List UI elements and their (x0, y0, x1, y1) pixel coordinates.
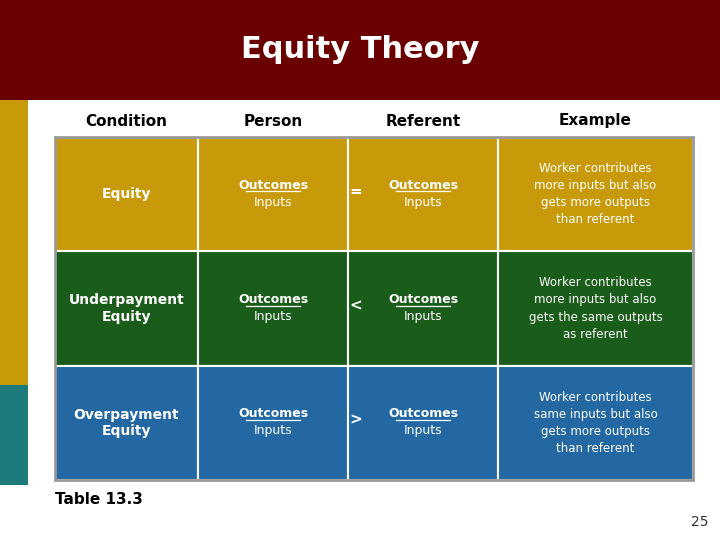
FancyBboxPatch shape (348, 137, 498, 251)
Text: Inputs: Inputs (253, 195, 292, 208)
Text: Inputs: Inputs (404, 424, 442, 437)
Text: Inputs: Inputs (253, 424, 292, 437)
FancyBboxPatch shape (348, 251, 498, 366)
Text: Inputs: Inputs (404, 195, 442, 208)
Text: Worker contributes
more inputs but also
gets more outputs
than referent: Worker contributes more inputs but also … (534, 162, 657, 226)
Text: Example: Example (559, 113, 632, 129)
Text: Inputs: Inputs (253, 310, 292, 323)
Text: Equity Theory: Equity Theory (240, 36, 480, 64)
Text: Outcomes: Outcomes (238, 293, 308, 306)
Text: Worker contributes
same inputs but also
gets more outputs
than referent: Worker contributes same inputs but also … (534, 391, 657, 455)
Text: Overpayment
Equity: Overpayment Equity (73, 408, 179, 438)
Text: Inputs: Inputs (404, 310, 442, 323)
Text: =: = (350, 184, 362, 199)
Text: Outcomes: Outcomes (238, 179, 308, 192)
FancyBboxPatch shape (55, 251, 198, 366)
Text: Outcomes: Outcomes (388, 407, 458, 420)
Text: Worker contributes
more inputs but also
gets the same outputs
as referent: Worker contributes more inputs but also … (528, 276, 662, 341)
FancyBboxPatch shape (55, 366, 198, 480)
FancyBboxPatch shape (0, 385, 28, 485)
Text: Underpayment
Equity: Underpayment Equity (68, 293, 184, 323)
FancyBboxPatch shape (498, 366, 693, 480)
FancyBboxPatch shape (0, 0, 720, 100)
FancyBboxPatch shape (0, 100, 28, 385)
Text: <: < (350, 298, 362, 313)
Text: Referent: Referent (385, 113, 461, 129)
FancyBboxPatch shape (198, 251, 348, 366)
Text: Condition: Condition (86, 113, 168, 129)
Text: Equity: Equity (102, 187, 151, 201)
FancyBboxPatch shape (198, 366, 348, 480)
Text: Outcomes: Outcomes (388, 293, 458, 306)
FancyBboxPatch shape (55, 137, 198, 251)
Text: 25: 25 (691, 515, 708, 529)
Text: Table 13.3: Table 13.3 (55, 492, 143, 508)
Text: >: > (350, 413, 362, 427)
FancyBboxPatch shape (498, 251, 693, 366)
FancyBboxPatch shape (198, 137, 348, 251)
Text: Outcomes: Outcomes (238, 407, 308, 420)
Text: Outcomes: Outcomes (388, 179, 458, 192)
FancyBboxPatch shape (348, 366, 498, 480)
FancyBboxPatch shape (498, 137, 693, 251)
Text: Person: Person (243, 113, 302, 129)
